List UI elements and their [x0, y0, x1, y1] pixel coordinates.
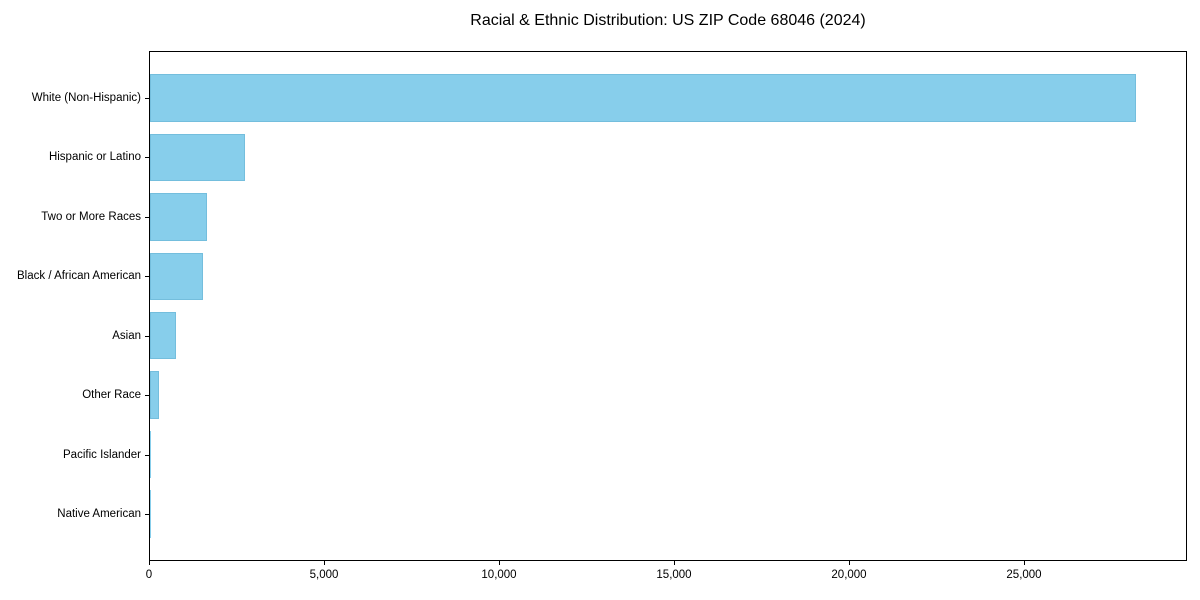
x-axis-tick — [324, 561, 325, 565]
y-axis-category-label: White (Non-Hispanic) — [31, 91, 141, 104]
bar-1 — [150, 133, 245, 182]
bar-6 — [150, 430, 151, 479]
y-axis-category-label: Two or More Races — [41, 210, 141, 223]
y-axis-category-label: Asian — [112, 329, 141, 342]
x-axis-tick-label: 20,000 — [831, 569, 867, 581]
y-axis-category-label: Black / African American — [17, 270, 141, 283]
x-axis-tick-label: 15,000 — [656, 569, 692, 581]
y-axis-tick — [145, 454, 149, 456]
x-axis-tick — [674, 561, 675, 565]
bar-0 — [150, 74, 1136, 122]
x-axis-tick-label: 5,000 — [309, 569, 339, 581]
bar-5 — [150, 371, 160, 419]
x-axis-tick-label: 10,000 — [481, 569, 517, 581]
y-axis-tick — [145, 276, 149, 278]
y-axis-category-label: Native American — [57, 508, 141, 521]
chart-title: Racial & Ethnic Distribution: US ZIP Cod… — [470, 12, 866, 29]
bar-4 — [150, 311, 177, 360]
x-axis-tick-label: 25,000 — [1006, 569, 1042, 581]
y-axis-category-label: Other Race — [82, 389, 141, 402]
y-axis-category-label: Pacific Islander — [63, 448, 141, 461]
y-axis-category-label: Hispanic or Latino — [48, 151, 141, 164]
y-axis-tick — [145, 514, 149, 516]
x-axis-tick — [149, 561, 150, 565]
x-axis-tick — [499, 561, 500, 565]
y-axis-tick — [145, 216, 149, 218]
x-axis-tick — [1024, 561, 1025, 565]
y-axis-tick — [145, 395, 149, 397]
x-axis-tick — [849, 561, 850, 565]
bar-3 — [150, 252, 203, 301]
x-axis-tick-label: 0 — [145, 569, 153, 581]
y-axis-tick — [145, 157, 149, 159]
bar-2 — [150, 193, 207, 241]
y-axis-tick — [145, 335, 149, 337]
y-axis-tick — [145, 97, 149, 99]
plot-area — [149, 51, 1187, 561]
